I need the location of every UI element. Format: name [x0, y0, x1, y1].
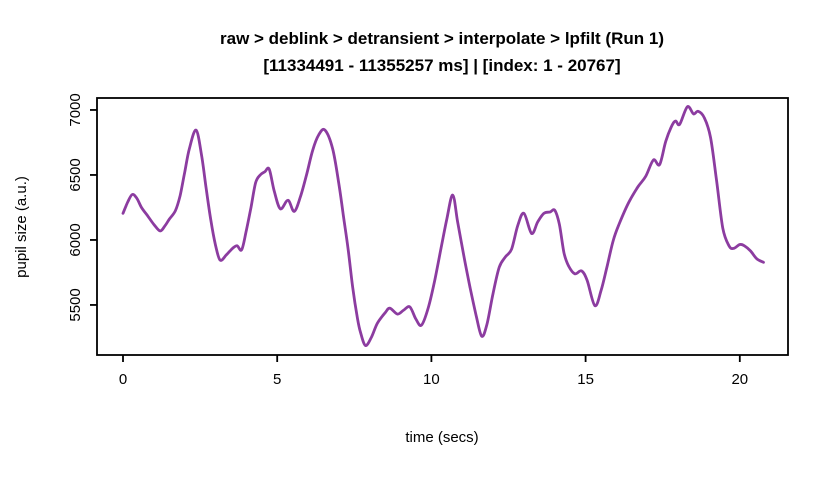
y-tick-label: 6000: [67, 223, 84, 256]
chart-subtitle: [11334491 - 11355257 ms] | [index: 1 - 2…: [263, 56, 620, 75]
x-tick-label: 10: [423, 371, 440, 388]
x-tick-label: 20: [731, 371, 748, 388]
x-tick-label: 0: [119, 371, 127, 388]
y-axis-label: pupil size (a.u.): [13, 176, 30, 278]
y-axis-ticks: 5500 6000 6500 7000: [67, 93, 97, 322]
x-tick-label: 5: [273, 371, 281, 388]
x-axis-label: time (secs): [405, 429, 478, 446]
chart-title: raw > deblink > detransient > interpolat…: [220, 29, 664, 48]
x-tick-label: 15: [577, 371, 594, 388]
y-tick-label: 6500: [67, 158, 84, 191]
y-tick-label: 7000: [67, 93, 84, 126]
x-axis-ticks: 0 5 10 15 20: [119, 355, 748, 388]
pupil-trace-line: [121, 105, 765, 347]
y-tick-label: 5500: [67, 288, 84, 321]
plot-frame: [96, 97, 789, 356]
